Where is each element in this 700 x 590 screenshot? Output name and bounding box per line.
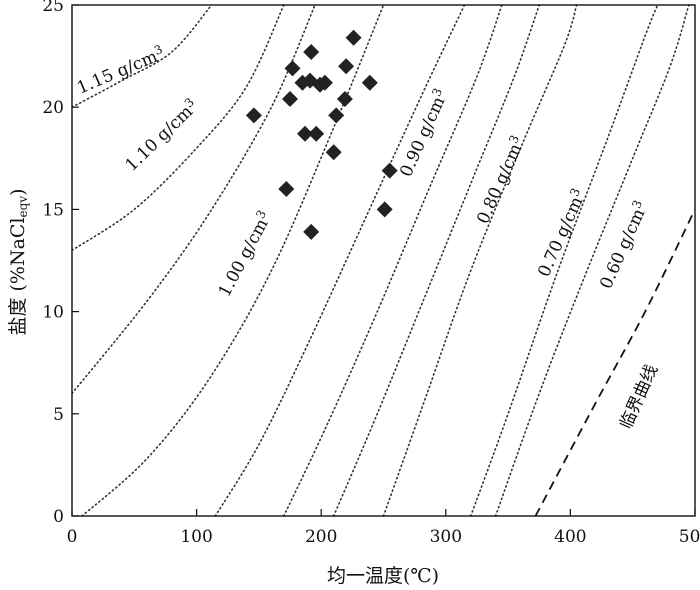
data-point-17 <box>361 74 378 91</box>
axis-ticks: 0 100 200 300 400 500 0 5 10 15 20 25 <box>42 0 700 547</box>
critical-curve-label: 临界曲线 <box>616 362 662 432</box>
x-tick-label-0: 0 <box>67 527 78 547</box>
y-axis-label: 盐度 (%NaCleqv) <box>7 188 30 335</box>
data-point-0 <box>245 107 262 124</box>
data-point-8 <box>303 223 320 240</box>
isochore-line-3 <box>214 4 466 517</box>
y-tick-label-3: 15 <box>42 200 64 220</box>
x-tick-label-5: 500 <box>679 527 700 547</box>
y-tick-label-4: 20 <box>42 98 64 118</box>
x-tick-label-3: 300 <box>430 527 462 547</box>
y-tick-label-2: 10 <box>42 303 64 323</box>
data-point-2 <box>282 91 298 107</box>
curve-label-1-15: 1.15 g/cm3 <box>73 42 167 99</box>
x-tick-label-1: 100 <box>180 527 212 547</box>
critical-curve <box>534 209 696 517</box>
data-point-7 <box>303 44 320 60</box>
data-point-13 <box>328 107 345 124</box>
data-point-11 <box>316 74 333 91</box>
data-point-3 <box>284 60 301 77</box>
critical-curve-line <box>534 209 696 517</box>
isochore-line-5 <box>332 4 541 517</box>
data-point-18 <box>376 201 393 218</box>
y-tick-label-1: 5 <box>53 405 64 425</box>
curve-label-1-10: 1.10 g/cm3 <box>120 95 202 176</box>
curve-label-1-00: 1.00 g/cm3 <box>213 208 276 301</box>
plot-frame <box>71 4 696 517</box>
isochore-line-2 <box>81 4 385 517</box>
data-point-14 <box>336 91 353 107</box>
data-point-12 <box>325 144 342 161</box>
y-tick-label-0: 0 <box>53 507 64 527</box>
isochore-line-7 <box>71 4 316 395</box>
isochore-line-1 <box>71 4 285 252</box>
curve-label-0-80: 0.80 g/cm3 <box>471 133 529 227</box>
isochore-curves <box>71 4 690 517</box>
y-tick-label-5: 25 <box>42 0 64 16</box>
isochore-line-0 <box>71 4 213 108</box>
data-point-19 <box>381 162 398 179</box>
data-point-1 <box>278 181 295 197</box>
data-point-9 <box>308 125 325 142</box>
data-point-16 <box>345 29 362 46</box>
isochore-line-4 <box>283 4 503 517</box>
isochore-line-9 <box>494 4 690 517</box>
curve-label-0-70: 0.70 g/cm3 <box>532 186 590 280</box>
isochore-line-6 <box>382 4 578 517</box>
curve-label-0-90: 0.90 g/cm3 <box>394 86 452 180</box>
x-tick-label-4: 400 <box>554 527 586 547</box>
data-points <box>245 29 398 240</box>
x-tick-label-2: 200 <box>305 527 337 547</box>
curve-label-0-60: 0.60 g/cm3 <box>594 198 652 292</box>
data-point-15 <box>338 58 355 75</box>
data-point-5 <box>297 125 313 142</box>
isochore-line-8 <box>469 4 659 517</box>
x-axis-label: 均一温度(℃) <box>327 565 439 587</box>
